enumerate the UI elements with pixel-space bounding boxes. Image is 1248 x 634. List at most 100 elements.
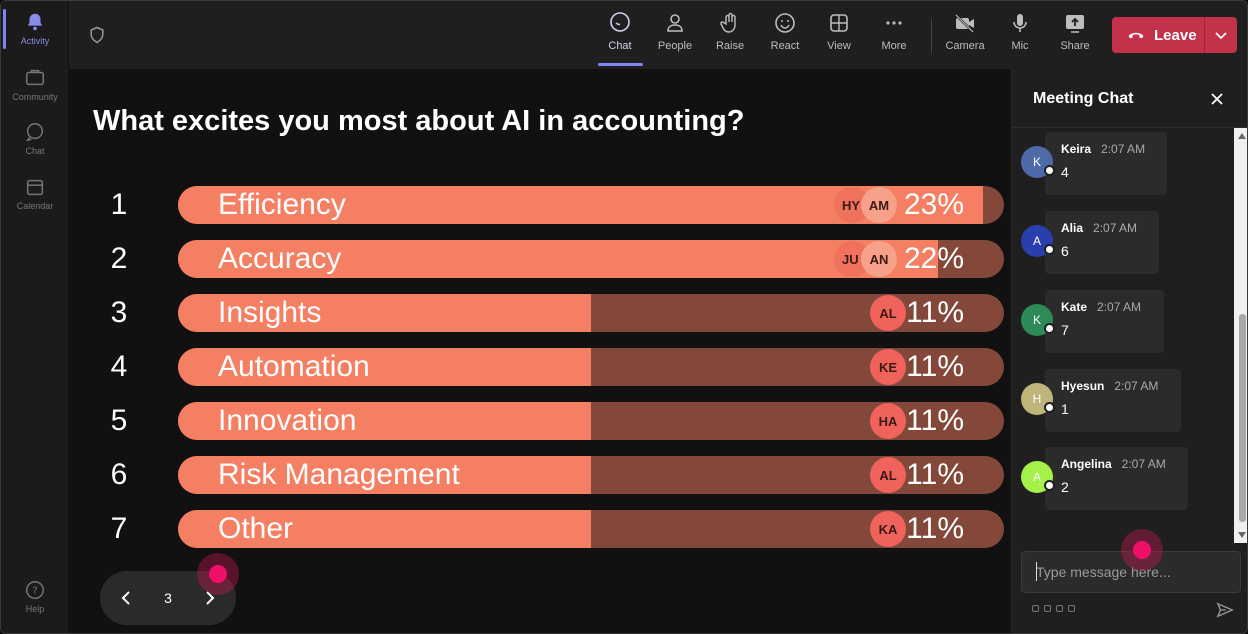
react-button[interactable]: React xyxy=(759,11,811,52)
chat-scrollbar[interactable] xyxy=(1234,128,1247,543)
rail-item-activity[interactable]: Activity xyxy=(1,11,69,46)
option-label: Efficiency xyxy=(218,188,346,221)
message-header: Angelina 2:07 AM xyxy=(1061,457,1172,471)
option-bar: Automation 11% KE xyxy=(178,348,1004,386)
option-bar: Accuracy 22% JU AN xyxy=(178,240,1004,278)
chat-button[interactable]: Chat xyxy=(594,11,646,52)
close-icon[interactable] xyxy=(1209,91,1225,107)
message-header: Alia 2:07 AM xyxy=(1061,221,1143,235)
mic-button-label: Mic xyxy=(1011,40,1029,52)
option-label: Automation xyxy=(218,350,370,383)
chat-title: Meeting Chat xyxy=(1033,90,1134,107)
hand-icon xyxy=(720,12,736,33)
option-bar-fill xyxy=(178,294,591,332)
rail-item-community[interactable]: Community xyxy=(1,67,69,102)
chat-message[interactable]: Keira 2:07 AM 4 xyxy=(1045,132,1167,195)
avatar-initial: H xyxy=(1032,392,1042,406)
scroll-up-arrow[interactable] xyxy=(1238,133,1246,139)
presence-indicator xyxy=(1044,480,1055,491)
sender-name: Kate xyxy=(1061,300,1088,314)
presence-indicator xyxy=(1044,165,1055,176)
option-bar: Efficiency 23% HY AM xyxy=(178,186,1004,224)
option-percent: 11% xyxy=(906,512,964,545)
avatar[interactable]: K xyxy=(1021,304,1055,336)
option-percent: 11% xyxy=(906,350,964,383)
click-indicator xyxy=(197,553,239,595)
chevron-left-icon[interactable] xyxy=(116,588,136,608)
svg-text:?: ? xyxy=(32,586,37,597)
message-time: 2:07 AM xyxy=(1121,457,1166,471)
emoji-icon[interactable] xyxy=(1056,605,1063,612)
voter-avatar: KA xyxy=(870,511,906,547)
message-header: Kate 2:07 AM xyxy=(1061,300,1148,314)
format-icon[interactable] xyxy=(1032,605,1039,612)
calendar-icon xyxy=(26,179,44,196)
avatar[interactable]: A xyxy=(1021,225,1055,257)
people-button[interactable]: People xyxy=(649,11,701,52)
toolbar-divider xyxy=(931,19,932,53)
sender-name: Keira xyxy=(1061,142,1092,156)
rail-item-chat[interactable]: Chat xyxy=(1,121,69,156)
camera-button[interactable]: Camera xyxy=(939,11,991,52)
leave-button[interactable]: Leave xyxy=(1112,17,1237,53)
more-button[interactable]: More xyxy=(868,11,920,52)
poll-option-row: 6 Risk Management 11% AL xyxy=(69,456,1011,494)
people-button-label: People xyxy=(657,40,693,52)
mic-icon xyxy=(1013,14,1027,32)
view-button[interactable]: View xyxy=(813,11,865,52)
chat-icon xyxy=(26,123,44,142)
option-bar-fill xyxy=(178,456,591,494)
poll-option-row: 5 Innovation 11% HA xyxy=(69,402,1011,440)
option-number: 6 xyxy=(110,458,128,491)
share-button-label: Share xyxy=(1060,40,1090,52)
chevron-right-icon[interactable] xyxy=(200,588,220,608)
help-icon: ? xyxy=(26,581,44,599)
sender-name: Hyesun xyxy=(1061,379,1105,393)
message-time: 2:07 AM xyxy=(1093,221,1138,235)
share-button[interactable]: Share xyxy=(1049,11,1101,52)
leave-button-divider xyxy=(1204,17,1205,53)
avatar[interactable]: H xyxy=(1021,383,1055,415)
mic-button[interactable]: Mic xyxy=(994,11,1046,52)
option-percent: 11% xyxy=(906,296,964,329)
message-time: 2:07 AM xyxy=(1114,379,1159,393)
chat-message[interactable]: Hyesun 2:07 AM 1 xyxy=(1045,369,1181,432)
chat-divider xyxy=(1012,127,1247,128)
share-icon xyxy=(1066,15,1084,33)
chat-message[interactable]: Angelina 2:07 AM 2 xyxy=(1045,447,1188,510)
meeting-toolbar: Chat People Raise React View More Camera xyxy=(69,1,1247,69)
leave-button-label: Leave xyxy=(1154,26,1197,44)
option-label: Innovation xyxy=(218,404,357,437)
send-icon[interactable] xyxy=(1216,601,1234,619)
avatar[interactable]: K xyxy=(1021,146,1055,178)
chevron-down-icon[interactable] xyxy=(1213,27,1229,43)
voter-avatar: AL xyxy=(870,295,906,331)
rail-item-help[interactable]: ? Help xyxy=(1,579,69,614)
attach-icon[interactable] xyxy=(1044,605,1051,612)
chat-message[interactable]: Kate 2:07 AM 7 xyxy=(1045,290,1164,353)
gif-icon[interactable] xyxy=(1068,605,1075,612)
chat-message-input[interactable] xyxy=(1021,551,1241,593)
chat-button-label: Chat xyxy=(608,40,632,52)
poll-results: What excites you most about AI in accoun… xyxy=(69,69,1011,633)
rail-item-calendar[interactable]: Calendar xyxy=(1,176,69,211)
option-bar: Risk Management 11% AL xyxy=(178,456,1004,494)
react-button-label: React xyxy=(770,40,800,52)
rail-label: Calendar xyxy=(16,201,54,211)
option-bar-fill xyxy=(178,240,938,278)
raise-button-label: Raise xyxy=(715,40,745,52)
option-bar-fill xyxy=(178,402,591,440)
shield-icon[interactable] xyxy=(87,25,107,45)
hang-up-icon xyxy=(1128,32,1144,39)
rail-active-indicator xyxy=(3,9,6,49)
avatar[interactable]: A xyxy=(1021,461,1055,493)
sender-name: Alia xyxy=(1061,221,1084,235)
text-caret xyxy=(1036,562,1037,581)
raise-hand-button[interactable]: Raise xyxy=(704,11,756,52)
scroll-thumb[interactable] xyxy=(1239,314,1246,522)
avatar-initial: K xyxy=(1032,155,1041,169)
scroll-down-arrow[interactable] xyxy=(1238,532,1246,538)
chat-message[interactable]: Alia 2:07 AM 6 xyxy=(1045,211,1159,274)
app-rail: Activity Community Chat Calendar ? Help xyxy=(1,1,69,633)
